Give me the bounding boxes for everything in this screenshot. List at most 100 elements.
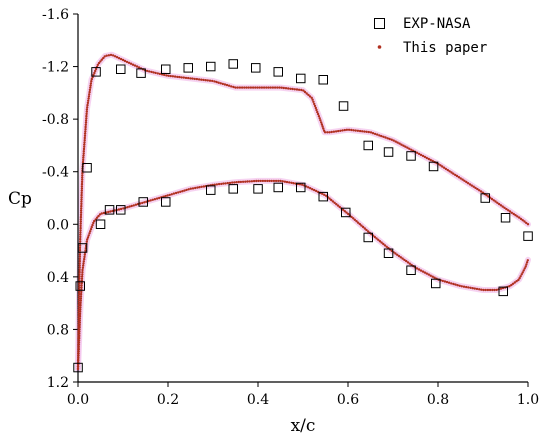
- computed-point: [83, 141, 86, 144]
- computed-point: [465, 180, 468, 184]
- computed-point: [156, 72, 159, 75]
- legend-dot-icon: [377, 45, 382, 49]
- computed-point: [386, 137, 389, 140]
- exp-point: [104, 205, 115, 215]
- computed-point: [246, 180, 249, 183]
- computed-point: [521, 271, 524, 274]
- computed-point: [345, 128, 349, 131]
- computed-point: [321, 125, 324, 128]
- computed-point: [198, 186, 201, 189]
- exp-point: [383, 248, 394, 258]
- computed-point: [102, 211, 106, 215]
- computed-point: [454, 283, 457, 286]
- computed-point: [78, 246, 82, 250]
- computed-point: [363, 130, 366, 133]
- computed-point: [163, 73, 166, 77]
- computed-point: [82, 260, 86, 263]
- computed-point: [111, 54, 115, 57]
- computed-point: [508, 210, 512, 213]
- computed-point: [350, 128, 353, 132]
- computed-point: [80, 286, 83, 289]
- computed-point: [293, 88, 296, 91]
- computed-point: [88, 88, 92, 92]
- computed-point: [222, 182, 225, 185]
- x-tick-label: 0.4: [247, 392, 269, 408]
- computed-point: [89, 230, 92, 233]
- computed-point: [79, 222, 82, 225]
- computed-point: [128, 205, 131, 208]
- computed-point: [461, 178, 464, 181]
- computed-point: [180, 76, 183, 79]
- computed-point: [338, 205, 341, 209]
- computed-point: [485, 194, 488, 197]
- computed-point: [78, 257, 82, 261]
- computed-point: [185, 188, 188, 192]
- computed-upper-glow: [75, 51, 531, 372]
- computed-point: [311, 98, 314, 101]
- computed-point: [450, 282, 453, 285]
- computed-point: [361, 225, 365, 229]
- computed-point: [250, 180, 254, 183]
- computed-point: [421, 154, 425, 158]
- computed-point: [79, 303, 82, 307]
- computed-point: [245, 86, 248, 89]
- computed-point: [283, 180, 287, 183]
- computed-point: [310, 96, 313, 100]
- computed-point: [425, 156, 428, 160]
- computed-point: [501, 205, 504, 208]
- exp-point: [116, 64, 126, 74]
- computed-point: [143, 201, 146, 204]
- computed-point: [343, 210, 346, 213]
- computed-point: [473, 287, 476, 290]
- computed-point: [111, 209, 114, 213]
- computed-point: [495, 288, 498, 292]
- computed-point: [81, 176, 84, 179]
- computed-point: [423, 271, 427, 274]
- computed-point: [439, 164, 442, 167]
- computed-point: [421, 270, 425, 273]
- computed-point: [141, 201, 144, 205]
- computed-point: [523, 220, 526, 223]
- exp-point: [500, 213, 511, 223]
- computed-point: [217, 182, 221, 186]
- computed-point: [179, 190, 182, 193]
- exp-point: [498, 286, 508, 297]
- computed-point: [80, 204, 83, 208]
- exp-point: [253, 184, 263, 194]
- computed-point: [258, 86, 261, 89]
- y-tick-label: 0.0: [47, 217, 69, 233]
- computed-point: [90, 77, 94, 81]
- computed-point: [85, 117, 88, 120]
- computed-point: [239, 180, 243, 184]
- computed-point: [269, 86, 272, 89]
- computed-point: [403, 258, 406, 262]
- computed-point: [375, 237, 378, 240]
- computed-point: [491, 288, 494, 292]
- computed-point: [366, 230, 370, 233]
- computed-point: [82, 262, 85, 265]
- computed-point: [360, 224, 363, 227]
- computed-point: [260, 86, 264, 89]
- computed-point: [85, 240, 89, 243]
- computed-point: [196, 186, 199, 189]
- computed-point: [394, 140, 397, 143]
- computed-point: [105, 54, 108, 57]
- computed-point: [376, 133, 379, 136]
- computed-point: [88, 90, 91, 94]
- computed-point: [390, 138, 393, 141]
- exp-point: [138, 197, 148, 207]
- computed-point: [79, 308, 82, 311]
- computed-point: [86, 238, 89, 241]
- computed-point: [79, 211, 83, 214]
- computed-point: [85, 114, 88, 118]
- computed-curve-dots: [76, 53, 530, 371]
- exp-point: [116, 205, 126, 215]
- computed-point: [165, 74, 168, 77]
- computed-point: [80, 187, 84, 190]
- computed-point: [152, 71, 155, 74]
- computed-point: [78, 248, 82, 252]
- computed-point: [80, 290, 83, 294]
- exp-point: [136, 68, 146, 78]
- computed-point: [89, 228, 93, 231]
- computed-point: [267, 86, 270, 89]
